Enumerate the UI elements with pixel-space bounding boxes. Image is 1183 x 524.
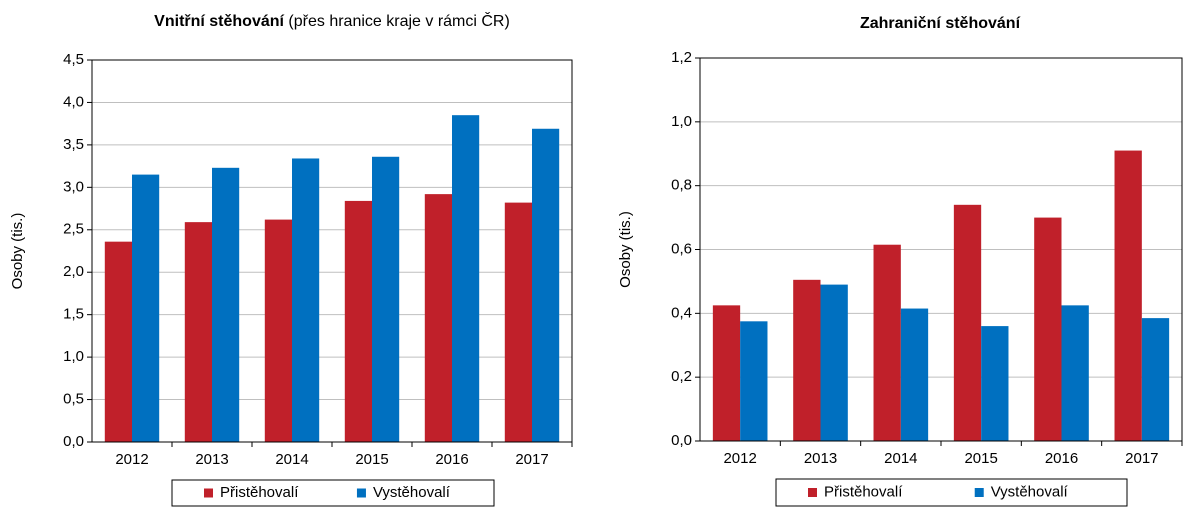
y-tick-label: 0,0	[671, 432, 692, 449]
x-tick-label: 2017	[1125, 450, 1158, 467]
legend-box	[171, 479, 495, 507]
x-tick-label: 2016	[435, 451, 468, 468]
bar	[104, 241, 132, 442]
legend-swatch	[356, 488, 366, 498]
bar	[740, 321, 768, 441]
bar	[712, 305, 741, 441]
y-axis-label: Osoby (tis.)	[617, 211, 634, 288]
y-tick-label: 0,8	[671, 177, 692, 194]
bar	[900, 308, 929, 441]
chart-title: Vnitřní stěhování (přes hranice kraje v …	[154, 11, 510, 30]
y-tick-label: 4,0	[63, 93, 84, 110]
bar	[793, 279, 821, 441]
bar	[452, 115, 480, 442]
y-tick-label: 1,2	[671, 49, 692, 66]
bar	[184, 222, 212, 442]
bar	[1141, 318, 1170, 441]
x-tick-label: 2014	[884, 450, 917, 467]
x-tick-label: 2013	[195, 451, 228, 468]
legend-label: Přistěhovalí	[220, 484, 299, 501]
bar	[372, 156, 400, 443]
chart-title: Zahraniční stěhování	[860, 15, 1021, 32]
bar	[264, 219, 292, 442]
y-tick-label: 3,5	[63, 136, 84, 153]
y-tick-label: 1,0	[671, 113, 692, 130]
bar	[504, 202, 532, 442]
legend-label: Přistěhovalí	[824, 483, 903, 500]
bar	[1061, 305, 1089, 441]
y-tick-label: 2,0	[63, 263, 84, 280]
x-tick-label: 2015	[355, 451, 388, 468]
x-tick-label: 2012	[723, 450, 756, 467]
title-main: Zahraniční stěhování	[860, 15, 1021, 32]
plot-frame	[699, 57, 1183, 442]
x-tick-label: 2017	[515, 451, 548, 468]
y-axis-label: Osoby (tis.)	[9, 213, 26, 290]
y-tick-label: 2,5	[63, 221, 84, 238]
chart: Vnitřní stěhování (přes hranice kraje v …	[9, 11, 573, 507]
y-tick-label: 0,6	[671, 240, 692, 257]
y-tick-label: 0,5	[63, 391, 84, 408]
bar	[424, 194, 452, 442]
bar	[132, 174, 160, 442]
bar	[292, 158, 320, 442]
legend-swatch	[808, 488, 817, 497]
y-tick-label: 3,0	[63, 178, 84, 195]
chart: Zahraniční stěhování Osoby (tis.) 0,0 0,2 0,…	[617, 15, 1183, 507]
title-main: Vnitřní stěhování	[154, 13, 284, 30]
legend-swatch	[974, 488, 984, 497]
x-tick-label: 2013	[804, 450, 837, 467]
bar	[953, 204, 982, 441]
bar	[1114, 150, 1142, 441]
bar	[1034, 217, 1062, 441]
x-tick-label: 2016	[1045, 450, 1078, 467]
y-tick-label: 1,5	[63, 306, 84, 323]
bar	[532, 128, 560, 442]
y-tick-label: 0,0	[63, 433, 84, 450]
bar	[873, 244, 901, 441]
x-tick-label: 2014	[275, 451, 308, 468]
bar	[344, 200, 372, 442]
x-tick-label: 2012	[115, 451, 148, 468]
legend-swatch	[204, 488, 213, 498]
bar	[981, 326, 1009, 441]
bar	[820, 284, 848, 441]
legend-label: Vystěhovalí	[991, 483, 1069, 500]
y-tick-label: 4,5	[63, 51, 84, 68]
x-tick-label: 2015	[964, 450, 997, 467]
legend-box	[775, 478, 1128, 507]
subtitle: (přes hranice kraje v rámci ČR)	[288, 11, 509, 30]
legend-label: Vystěhovalí	[373, 484, 451, 501]
plot-frame	[91, 59, 573, 443]
bar	[212, 167, 240, 442]
y-tick-label: 0,4	[671, 304, 692, 321]
y-tick-label: 0,2	[671, 368, 692, 385]
y-tick-label: 1,0	[63, 348, 84, 365]
